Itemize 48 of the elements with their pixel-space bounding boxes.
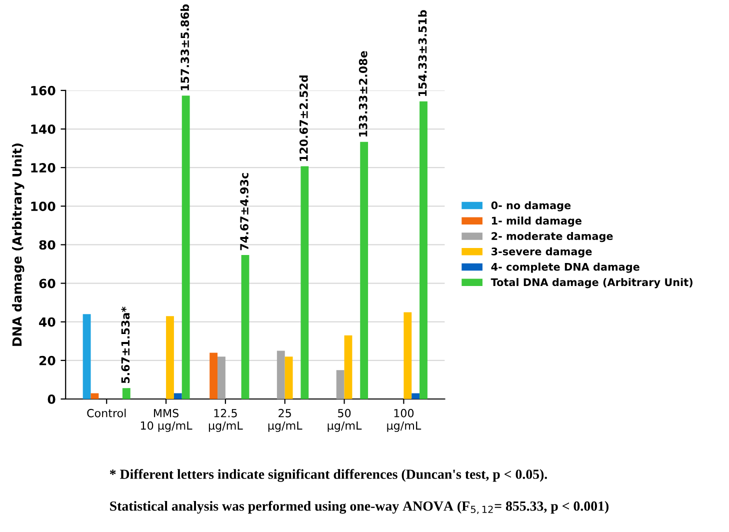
bar: [284, 356, 293, 399]
data-label: 5.67±1.53a*: [121, 306, 130, 384]
bar: [420, 101, 428, 399]
x-tick-label: MMS 10 µg/mL: [140, 408, 192, 432]
data-label: 133.33±2.08e: [358, 51, 368, 136]
x-tick-label: 100 µg/mL: [387, 408, 422, 432]
y-tick-label: 100: [31, 202, 56, 212]
bar: [276, 350, 285, 399]
bar: [360, 142, 368, 399]
bar: [210, 352, 218, 399]
bar: [344, 335, 352, 399]
data-label: 74.67±4.93c: [240, 173, 248, 250]
legend-label: 4- complete DNA damage: [491, 262, 640, 273]
text: * Different letters indicate significant differences (Duncan's test, p < 0.05).: [110, 469, 548, 482]
bar: [300, 166, 309, 399]
legend-label: 2- moderate damage: [492, 232, 613, 242]
bar: [122, 388, 130, 399]
data-label: 154.33±3.51b: [418, 10, 427, 96]
text: Statistical analysis was performed using one-way ANOVA (F$_{5,12}$= 855.33, p < 0.001): [110, 500, 608, 514]
bar: [336, 370, 344, 399]
bar: [182, 96, 190, 399]
data-label: 157.33±5.86b: [180, 4, 190, 90]
bar: [82, 314, 91, 399]
y-tick-label: 120: [31, 163, 56, 173]
y-tick-label: 20: [39, 356, 56, 366]
x-tick-label: 25 µg/mL: [268, 408, 302, 432]
x-tick-label: 50 µg/mL: [328, 408, 362, 432]
bar: [90, 393, 99, 399]
bar: [218, 356, 226, 399]
y-tick-label: 40: [39, 317, 56, 327]
y-tick-label: 0: [48, 394, 56, 404]
x-tick-label: 12.5 µg/mL: [208, 408, 243, 432]
y-tick-label: 160: [31, 86, 56, 96]
bar: [241, 255, 250, 399]
y-tick-label: 140: [31, 124, 56, 134]
bar: [404, 312, 412, 399]
legend-label: 0- no damage: [491, 201, 571, 212]
data-label: 120.67±2.52d: [299, 76, 308, 161]
legend-label: 3-severe damage: [492, 247, 592, 258]
bar: [412, 393, 420, 399]
y-axis-title: DNA damage (Arbitrary Unit): [12, 144, 24, 346]
legend-label: Total DNA damage (Arbitrary Unit): [490, 278, 692, 288]
bar: [166, 316, 174, 399]
y-tick-label: 80: [39, 240, 56, 250]
x-tick-label: Control: [87, 408, 126, 418]
bar: [174, 393, 182, 399]
y-tick-label: 60: [39, 278, 56, 288]
legend-label: 1- mild damage: [492, 216, 582, 227]
